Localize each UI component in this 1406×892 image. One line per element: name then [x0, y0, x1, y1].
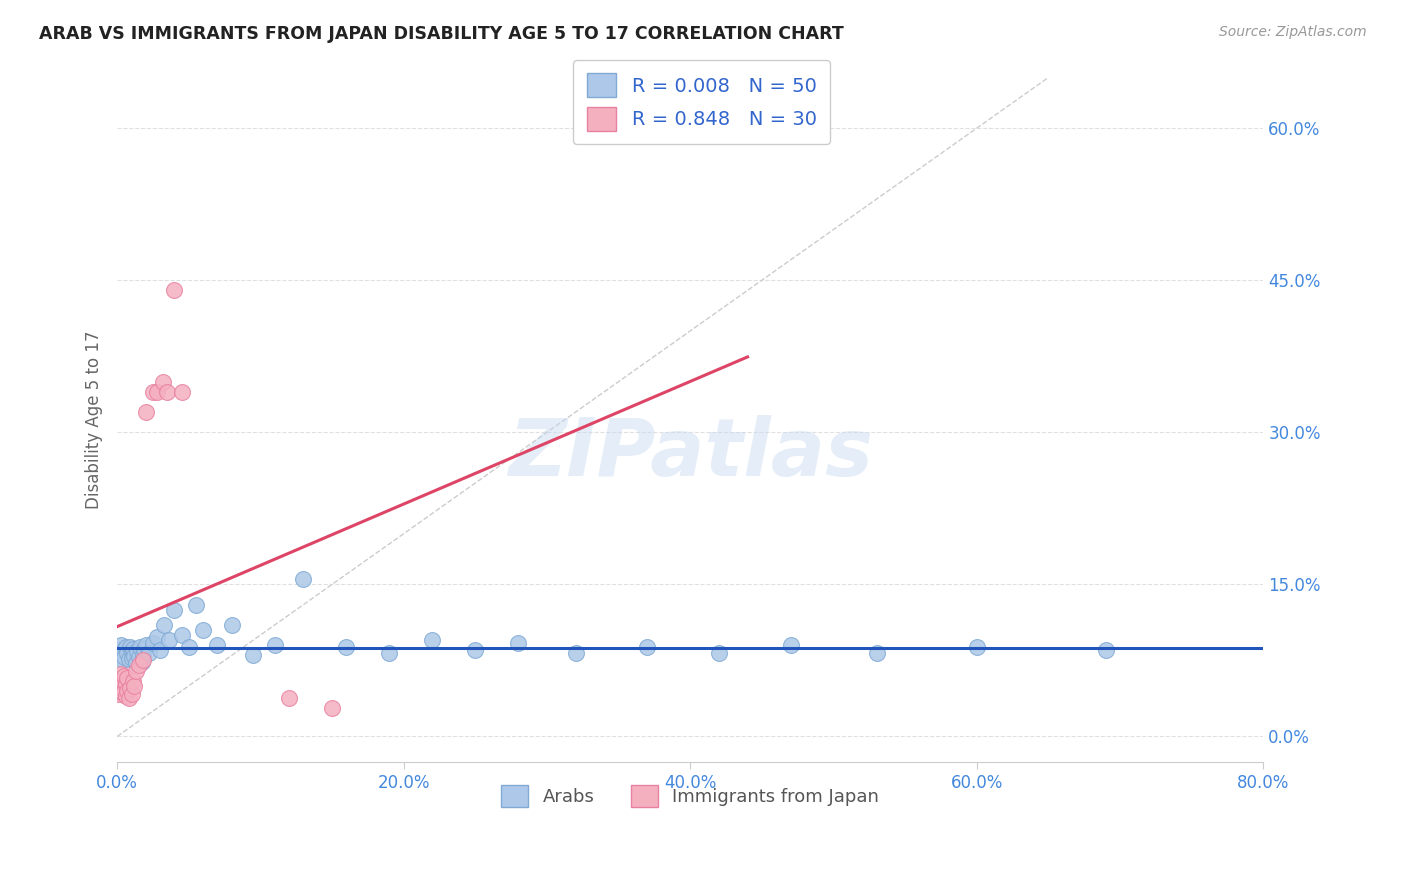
- Point: [107, 643, 129, 657]
- Point: [110, 666, 132, 681]
- Point: [170, 384, 193, 399]
- Point: [184, 598, 207, 612]
- Point: [112, 650, 135, 665]
- Point: [321, 701, 343, 715]
- Point: [124, 679, 146, 693]
- Point: [120, 640, 142, 655]
- Point: [132, 653, 155, 667]
- Point: [118, 652, 141, 666]
- Point: [422, 633, 444, 648]
- Point: [135, 405, 157, 419]
- Point: [121, 645, 143, 659]
- Point: [149, 643, 172, 657]
- Point: [114, 676, 136, 690]
- Point: [112, 668, 135, 682]
- Point: [115, 646, 138, 660]
- Point: [636, 640, 658, 655]
- Point: [107, 687, 129, 701]
- Point: [152, 375, 174, 389]
- Point: [242, 648, 264, 663]
- Point: [121, 687, 143, 701]
- Text: ARAB VS IMMIGRANTS FROM JAPAN DISABILITY AGE 5 TO 17 CORRELATION CHART: ARAB VS IMMIGRANTS FROM JAPAN DISABILITY…: [39, 25, 844, 43]
- Point: [207, 638, 229, 652]
- Point: [125, 657, 148, 671]
- Point: [191, 623, 214, 637]
- Legend: Arabs, Immigrants from Japan: Arabs, Immigrants from Japan: [494, 778, 886, 814]
- Point: [114, 689, 136, 703]
- Point: [111, 673, 134, 688]
- Point: [122, 642, 145, 657]
- Point: [142, 384, 165, 399]
- Point: [1094, 643, 1116, 657]
- Point: [121, 651, 143, 665]
- Point: [115, 671, 138, 685]
- Y-axis label: Disability Age 5 to 17: Disability Age 5 to 17: [86, 330, 103, 508]
- Point: [146, 630, 169, 644]
- Point: [128, 650, 150, 665]
- Point: [138, 646, 160, 660]
- Point: [163, 283, 186, 297]
- Point: [779, 638, 801, 652]
- Point: [108, 683, 131, 698]
- Point: [153, 618, 176, 632]
- Point: [127, 644, 149, 658]
- Point: [464, 643, 486, 657]
- Point: [131, 656, 153, 670]
- Point: [108, 648, 131, 663]
- Point: [107, 679, 129, 693]
- Point: [124, 649, 146, 664]
- Point: [221, 618, 243, 632]
- Point: [263, 638, 285, 652]
- Point: [163, 603, 186, 617]
- Point: [707, 646, 730, 660]
- Point: [135, 638, 157, 652]
- Text: Source: ZipAtlas.com: Source: ZipAtlas.com: [1219, 25, 1367, 39]
- Point: [156, 384, 179, 399]
- Point: [278, 690, 301, 705]
- Point: [508, 636, 530, 650]
- Point: [125, 664, 148, 678]
- Point: [335, 640, 357, 655]
- Point: [378, 646, 401, 660]
- Point: [564, 646, 586, 660]
- Point: [110, 638, 132, 652]
- Point: [292, 572, 315, 586]
- Point: [142, 636, 165, 650]
- Point: [146, 384, 169, 399]
- Point: [120, 681, 142, 695]
- Point: [134, 642, 156, 657]
- Point: [177, 640, 200, 655]
- Point: [865, 646, 887, 660]
- Point: [118, 690, 141, 705]
- Point: [128, 658, 150, 673]
- Point: [157, 633, 180, 648]
- Point: [966, 640, 988, 655]
- Point: [132, 648, 155, 663]
- Point: [122, 673, 145, 688]
- Point: [170, 628, 193, 642]
- Point: [108, 671, 131, 685]
- Point: [114, 640, 136, 655]
- Point: [115, 683, 138, 698]
- Point: [111, 653, 134, 667]
- Point: [112, 643, 135, 657]
- Text: ZIPatlas: ZIPatlas: [508, 415, 873, 492]
- Point: [110, 681, 132, 695]
- Point: [129, 640, 152, 655]
- Point: [111, 686, 134, 700]
